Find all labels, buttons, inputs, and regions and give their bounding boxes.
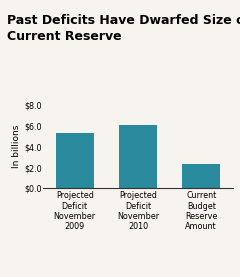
Bar xyxy=(56,133,94,188)
Y-axis label: In billions: In billions xyxy=(12,125,21,168)
Bar xyxy=(182,164,220,188)
Text: Past Deficits Have Dwarfed Size of
Current Reserve: Past Deficits Have Dwarfed Size of Curre… xyxy=(7,14,240,43)
Bar xyxy=(119,125,157,188)
